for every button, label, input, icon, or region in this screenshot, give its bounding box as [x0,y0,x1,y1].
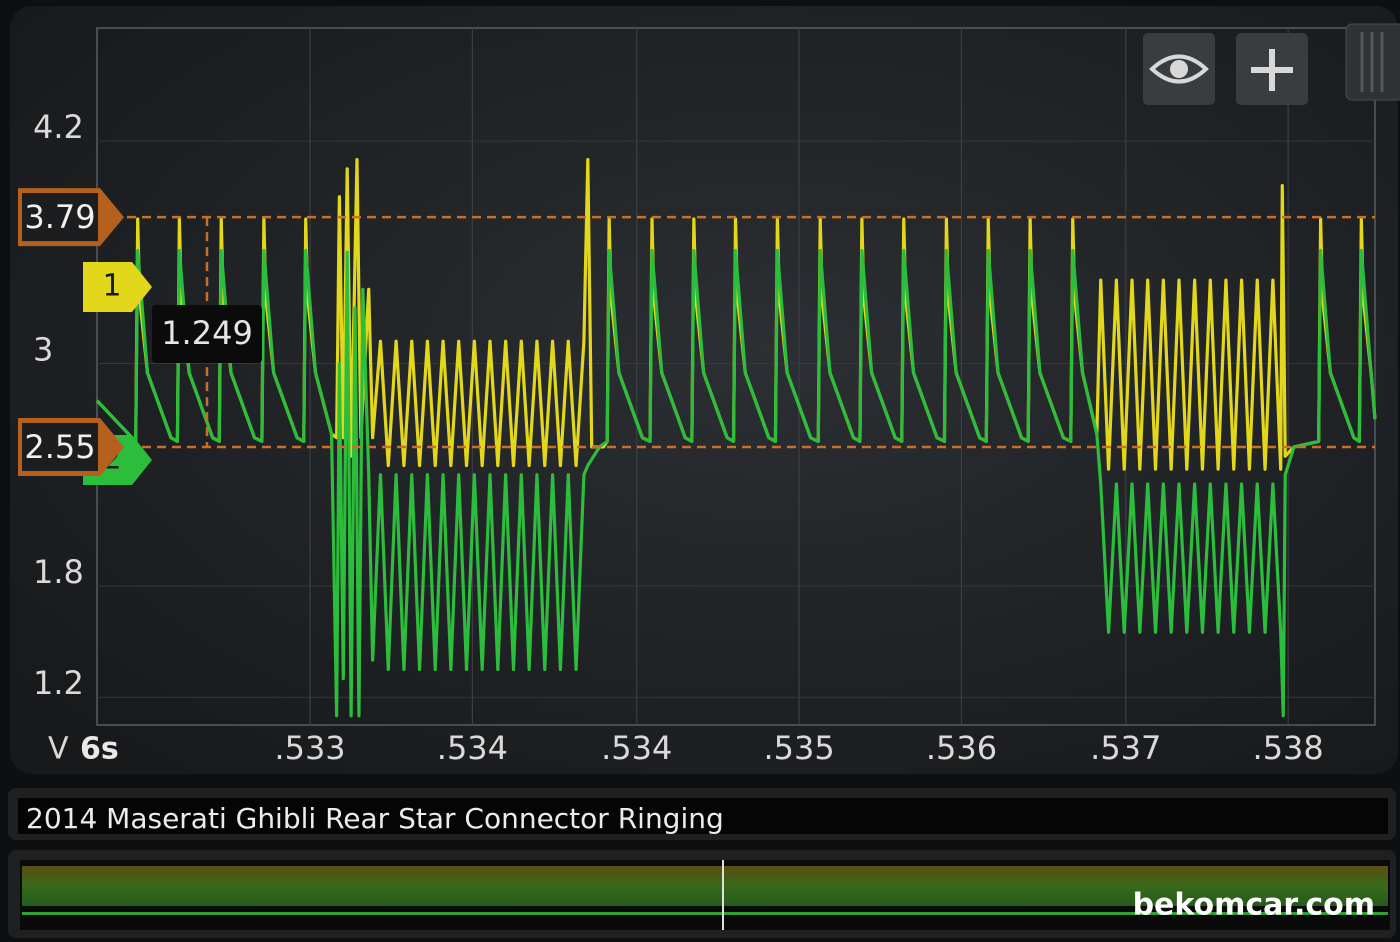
x-tick-label: .533 [274,729,345,767]
cursor-tag-inner [22,193,98,242]
cursor-value: 3.79 [24,198,95,236]
x-tick-label: .538 [1253,729,1324,767]
y-tick-label: 3 [33,331,53,369]
y-tick-label: 4.2 [33,108,84,146]
watermark: bekomcar.com [1133,888,1375,923]
side-handle[interactable] [1345,23,1400,101]
y-unit: V [48,732,69,767]
readout-box [152,305,262,363]
cursor-value: 2.55 [24,428,95,466]
x-tick-label: .536 [926,729,997,767]
delta-readout: 1.249 [161,314,253,352]
channel-label: 1 [102,269,121,304]
eye-button[interactable] [1143,33,1215,105]
overview-baseline [22,912,1388,915]
title-field [18,798,1388,834]
cursor-tag[interactable]: 3.79 [18,188,124,247]
overview-trace [22,866,1388,906]
time-base: 6s [80,732,119,767]
x-tick-label: .534 [601,729,672,767]
y-tick-label: 1.8 [33,553,84,591]
x-tick-label: .537 [1090,729,1161,767]
channel-marker[interactable]: 1 [83,262,152,312]
cursor-tag[interactable]: 2.55 [18,417,124,476]
x-tick-label: .534 [437,729,508,767]
trace [95,248,1377,718]
y-tick-label: 1.2 [33,664,84,702]
plot-frame [96,27,1376,726]
add-button[interactable] [1236,33,1308,105]
capture-title: 2014 Maserati Ghibli Rear Star Connector… [26,802,724,835]
cursor-tag-inner [22,422,98,471]
x-tick-label: .535 [763,729,834,767]
channel-tag [83,262,152,312]
